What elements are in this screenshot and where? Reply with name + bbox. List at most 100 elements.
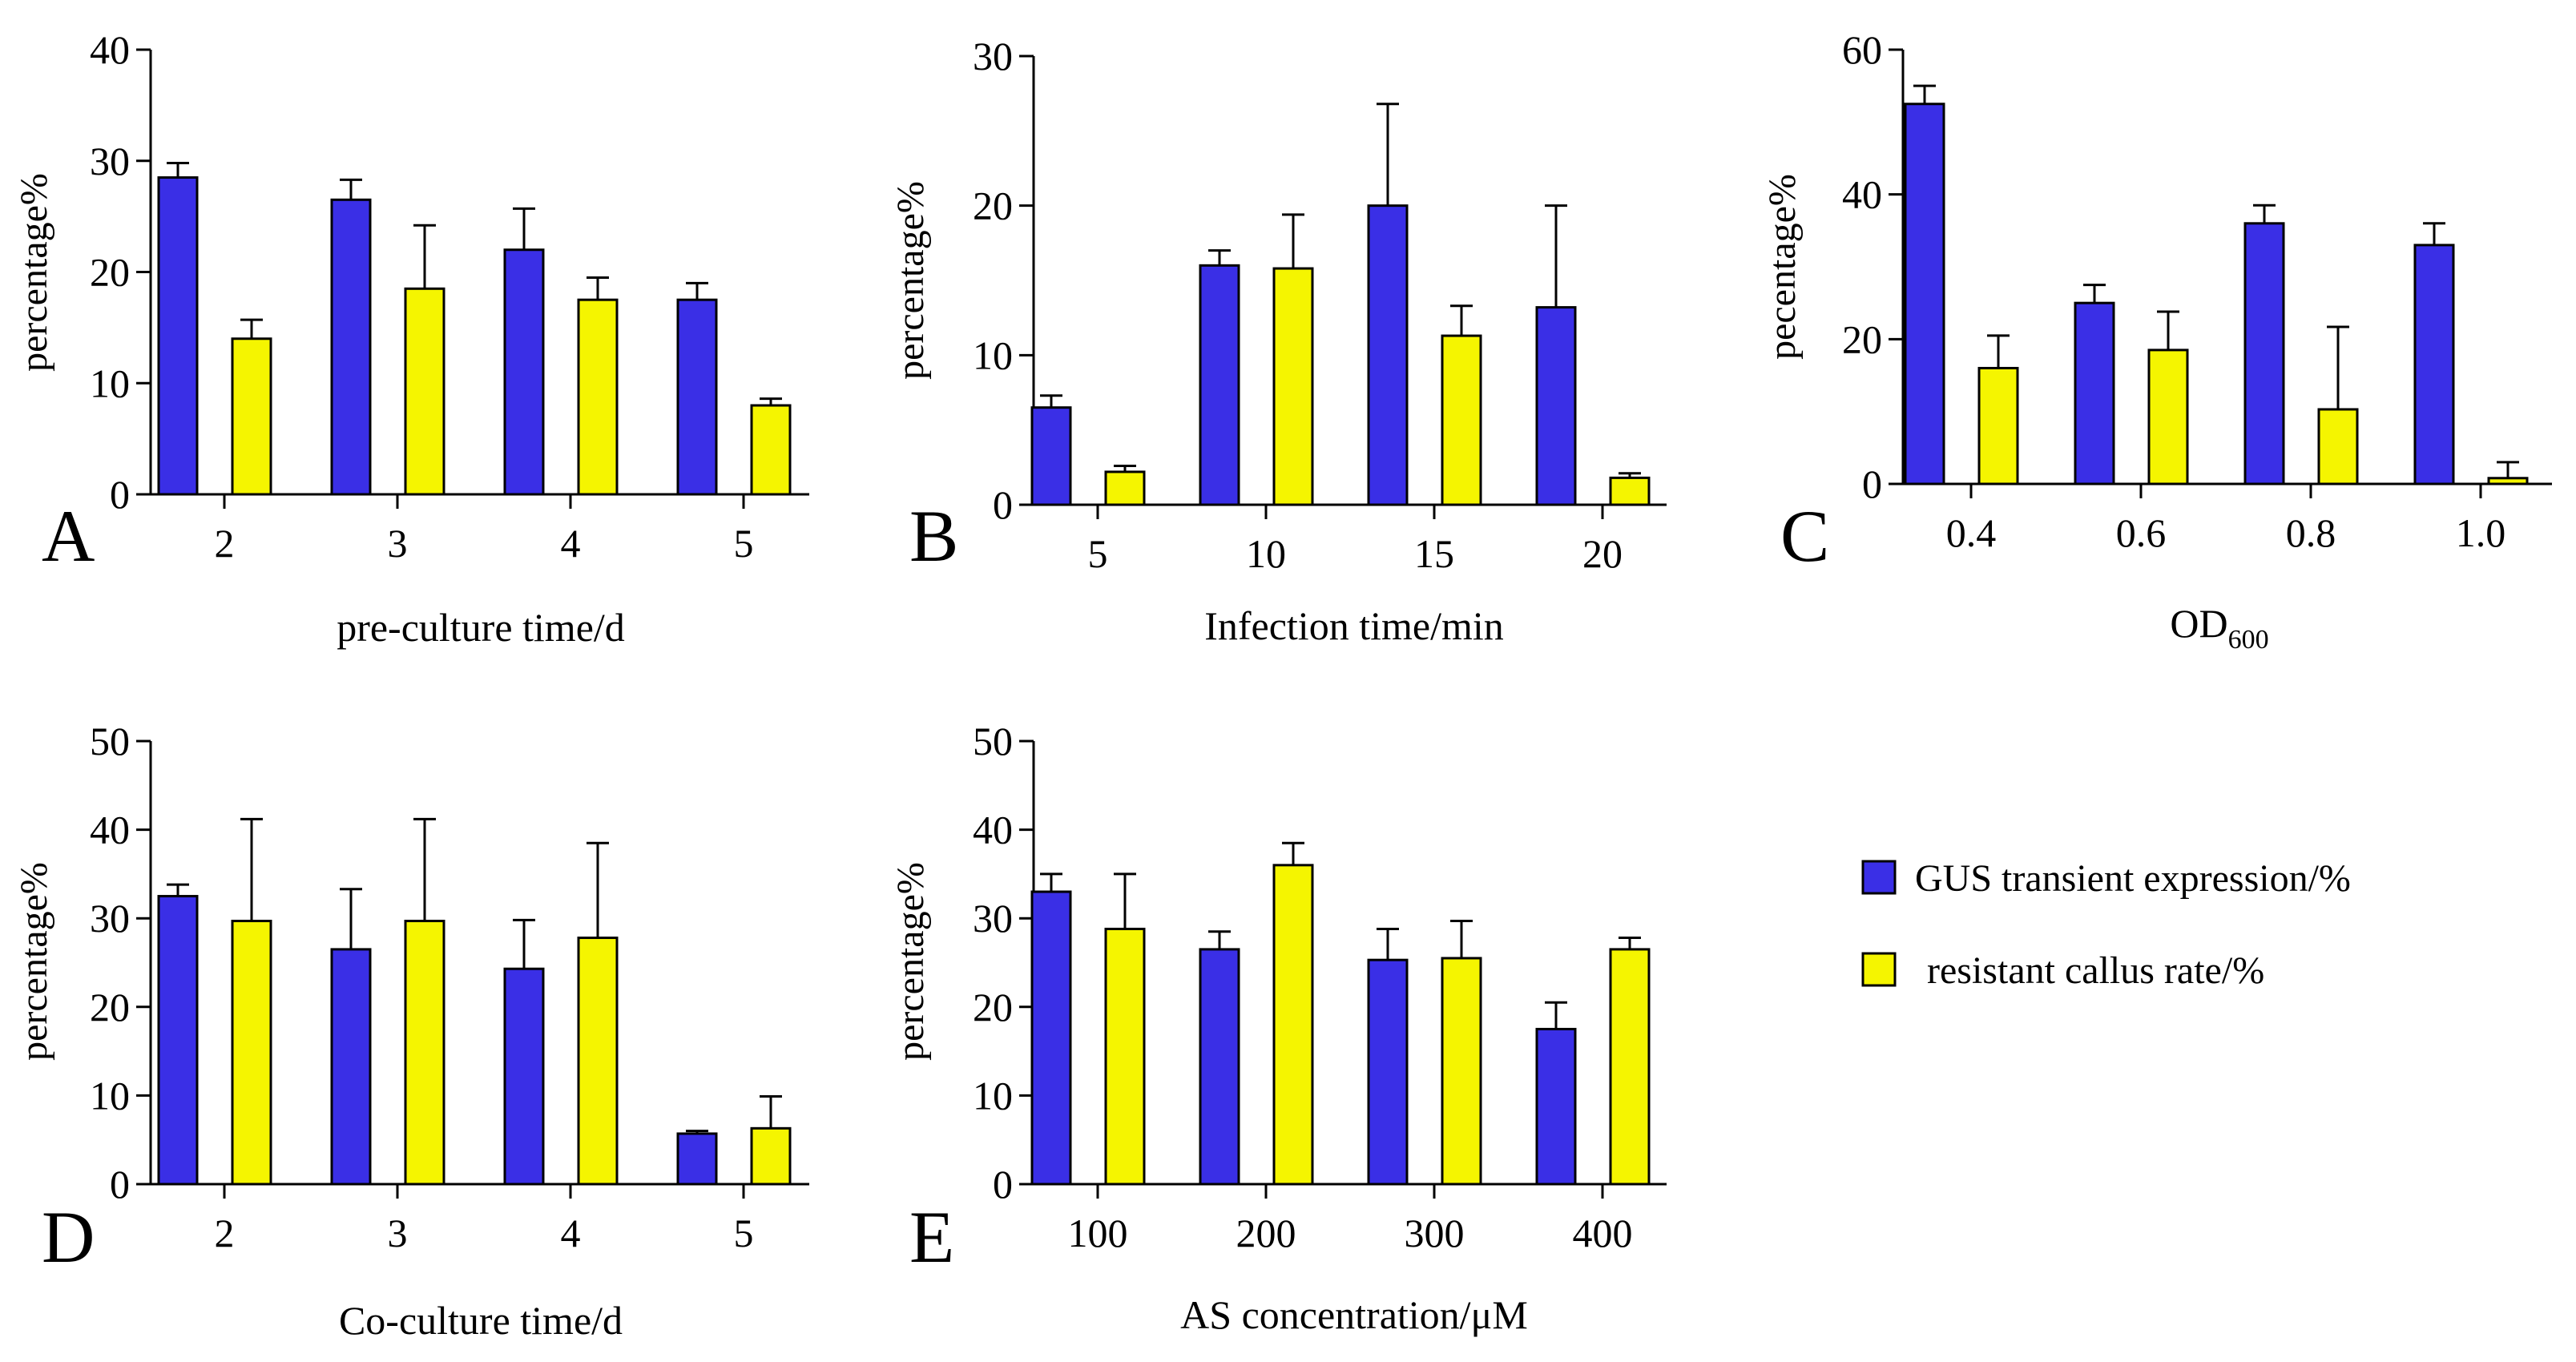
chart-panel-b: 0 10 20 30 5 10 15 20 percentage% Infection time/… <box>889 34 1667 648</box>
y-tick-label: 50 <box>973 719 1013 764</box>
panel-letter: C <box>1780 495 1829 577</box>
x-axis-title-main: pre-culture time/d <box>337 605 625 650</box>
y-tick-label: 20 <box>1842 316 1882 361</box>
y-tick-label: 40 <box>973 808 1013 852</box>
bar-callus <box>1104 470 1146 506</box>
y-tick-label: 20 <box>973 985 1013 1030</box>
x-tick-label: 5 <box>1088 531 1108 576</box>
y-tick-label: 10 <box>973 332 1013 377</box>
y-axis-title: pecentage% <box>1761 174 1804 360</box>
bar-gus <box>1535 1027 1577 1186</box>
x-tick-label: 0.6 <box>2116 510 2167 555</box>
x-tick-label: 4 <box>561 521 581 566</box>
x-tick-label: 300 <box>1405 1211 1465 1255</box>
panel-letter: B <box>909 495 958 577</box>
x-tick-label: 3 <box>388 1211 408 1255</box>
y-tick-label: 0 <box>993 1162 1013 1207</box>
x-tick-label: 400 <box>1573 1211 1633 1255</box>
bar-gus <box>157 895 199 1186</box>
bar-callus <box>2317 408 2359 486</box>
bar-callus <box>1441 957 1482 1186</box>
bar-gus <box>1199 264 1240 506</box>
chart-panel-d: 0 10 20 30 40 50 2 3 4 5 percentage% Co-culture tim… <box>13 719 809 1343</box>
x-tick-label: 20 <box>1582 531 1623 576</box>
bar-callus <box>577 937 619 1186</box>
bar-callus <box>404 287 445 496</box>
bar-gus <box>503 248 545 496</box>
chart-panel-e: 0 10 20 30 40 50 100 200 300 400 percentage% AS con… <box>889 719 1667 1337</box>
y-tick-label: 0 <box>110 1162 130 1207</box>
x-axis-title: Infection time/min <box>1204 603 1504 648</box>
x-axis-title-main: Infection time/min <box>1204 603 1504 648</box>
y-tick-label: 40 <box>1842 172 1882 217</box>
x-tick-label: 5 <box>734 521 754 566</box>
x-tick-label: 200 <box>1236 1211 1296 1255</box>
legend-label-gus: GUS transient expression/% <box>1915 857 2351 900</box>
y-tick-label: 30 <box>90 139 130 183</box>
x-axis-title-main: AS concentration/μM <box>1180 1292 1528 1337</box>
y-axis-title: percentage% <box>13 173 55 372</box>
x-axis-title: OD600 <box>2170 601 2268 655</box>
x-tick-label: 10 <box>1246 531 1286 576</box>
bar-gus <box>1367 958 1409 1186</box>
y-tick-label: 40 <box>90 27 130 72</box>
bar-callus <box>2487 477 2529 486</box>
x-tick-label: 0.4 <box>1946 510 1997 555</box>
x-tick-label: 4 <box>561 1211 581 1255</box>
y-tick-label: 50 <box>90 719 130 764</box>
bar-gus <box>330 198 372 496</box>
x-tick-label: 0.8 <box>2286 510 2336 555</box>
y-tick-label: 20 <box>90 250 130 295</box>
bar-callus <box>2147 349 2189 486</box>
y-tick-label: 0 <box>110 472 130 517</box>
x-axis-title-main: Co-culture time/d <box>339 1298 623 1343</box>
x-tick-label: 2 <box>215 1211 235 1255</box>
y-axis-title: percentage% <box>13 862 55 1061</box>
y-axis-title: percentage% <box>889 181 932 380</box>
bar-gus <box>1367 204 1409 506</box>
y-tick-label: 40 <box>90 808 130 852</box>
bar-callus <box>750 1126 792 1186</box>
bar-callus <box>404 920 445 1186</box>
x-tick-label: 5 <box>734 1211 754 1255</box>
y-tick-label: 0 <box>993 482 1013 527</box>
bar-callus <box>1104 927 1146 1186</box>
y-tick-label: 0 <box>1862 461 1882 506</box>
bar-gus <box>1030 406 1072 506</box>
legend-swatch-gus <box>1861 860 1897 895</box>
bar-gus <box>503 967 545 1186</box>
bar-gus <box>157 176 199 496</box>
bar-callus <box>577 298 619 496</box>
y-tick-label: 20 <box>973 183 1013 228</box>
panel-letter: E <box>909 1196 954 1278</box>
x-axis-title: AS concentration/μM <box>1180 1292 1528 1337</box>
bar-callus <box>1609 476 1651 506</box>
y-tick-label: 10 <box>90 361 130 405</box>
bar-gus <box>676 298 718 496</box>
bar-callus <box>1441 334 1482 506</box>
y-axis-title: percentage% <box>889 862 932 1061</box>
bar-gus <box>2243 222 2285 486</box>
x-tick-label: 100 <box>1068 1211 1128 1255</box>
bar-gus <box>2413 244 2455 486</box>
bar-gus <box>2074 301 2115 486</box>
bar-callus <box>1609 948 1651 1186</box>
bar-gus <box>1030 890 1072 1186</box>
x-axis-title-subscript: 600 <box>2228 625 2269 655</box>
legend: GUS transient expression/% resistant cal… <box>1861 857 2351 992</box>
legend-swatch-callus <box>1861 952 1897 987</box>
y-tick-label: 10 <box>90 1073 130 1118</box>
x-axis-title: pre-culture time/d <box>337 605 625 650</box>
bar-callus <box>750 404 792 496</box>
bar-gus <box>1904 103 1945 486</box>
chart-panel-c: 0 20 40 60 0.4 0.6 0.8 1.0 pecentage% OD600 C <box>1761 27 2552 655</box>
bar-callus <box>231 337 272 496</box>
y-tick-label: 30 <box>90 896 130 941</box>
bar-callus <box>231 920 272 1186</box>
y-tick-label: 30 <box>973 896 1013 941</box>
panel-letter: D <box>42 1196 95 1278</box>
bar-callus <box>1977 366 2019 486</box>
y-tick-label: 10 <box>973 1073 1013 1118</box>
